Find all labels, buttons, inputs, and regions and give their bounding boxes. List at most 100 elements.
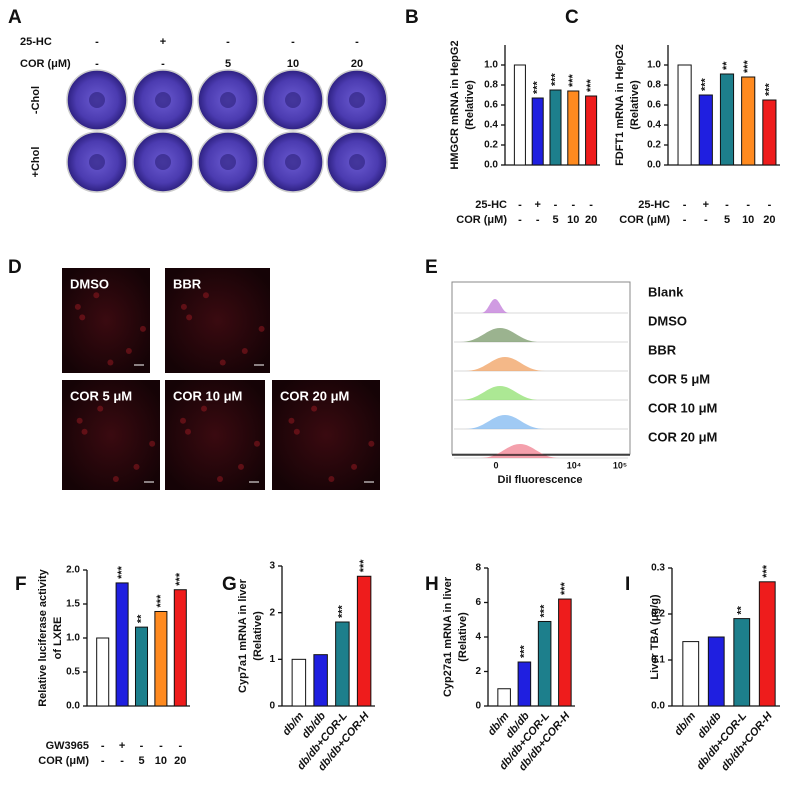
well-center	[220, 154, 236, 170]
well-center	[155, 92, 171, 108]
panel-letter: E	[425, 257, 438, 278]
y-axis-label: Liver TBA (μg/g)	[649, 594, 661, 679]
significance: ***	[155, 594, 167, 608]
y-tick-label: 0.4	[647, 120, 661, 131]
y-tick-label: 1.0	[647, 60, 661, 71]
x-tick-label: db/m	[672, 710, 698, 738]
micrograph-label: COR 5 μM	[70, 388, 132, 403]
micrograph	[272, 380, 380, 490]
significance: ***	[174, 572, 186, 586]
cell-spot	[185, 428, 191, 435]
y-tick-label: 0.5	[66, 667, 80, 678]
row-value: 5	[552, 214, 558, 226]
significance: ***	[336, 604, 348, 618]
well-center	[89, 154, 105, 170]
bar	[537, 620, 552, 707]
row-value: -	[140, 740, 144, 752]
y-tick-label: 0.0	[647, 160, 661, 171]
row-value: 10	[567, 214, 579, 226]
bar	[134, 626, 149, 707]
significance: ***	[518, 644, 530, 658]
cell-spot	[241, 347, 248, 354]
row-value: +	[703, 199, 709, 211]
cell-spot	[293, 428, 300, 435]
bar	[741, 76, 756, 166]
row-value: -	[226, 36, 230, 48]
significance: ***	[559, 581, 571, 595]
cell-spot	[217, 476, 223, 482]
micrograph	[62, 268, 150, 373]
cell-spot	[186, 314, 193, 321]
bar	[356, 575, 372, 707]
row-value: -	[161, 58, 165, 70]
histogram	[465, 415, 545, 429]
flow-xlabel: DiI fluorescence	[498, 474, 583, 486]
panel-letter: B	[405, 7, 419, 28]
row-value: -	[768, 199, 772, 211]
row-value: -	[571, 199, 575, 211]
panel-letter: D	[8, 257, 22, 278]
significance: ***	[549, 72, 561, 86]
y-tick-label: 0.6	[647, 100, 661, 111]
bar	[558, 598, 572, 707]
bar	[313, 654, 328, 707]
y-tick-label: 0.8	[647, 80, 661, 91]
panel-letter: H	[425, 574, 439, 595]
cell-spot	[254, 440, 260, 447]
significance: ***	[700, 77, 712, 91]
bar	[758, 581, 776, 707]
cell-spot	[351, 463, 358, 470]
side-label: +Chol	[30, 147, 42, 178]
flow-tick: 10⁴	[567, 460, 581, 470]
well-center	[89, 92, 105, 108]
micrograph	[165, 380, 265, 490]
bar	[96, 637, 110, 707]
row-value: -	[554, 199, 558, 211]
row-value: -	[95, 58, 99, 70]
y-tick-label: 0.0	[651, 701, 665, 712]
row-value: 5	[724, 214, 730, 226]
significance: **	[135, 614, 147, 623]
y-axis-label: FDFT1 mRNA in HepG2	[614, 44, 626, 166]
y-axis-label: of LXRE	[52, 617, 64, 660]
cell-spot	[112, 476, 119, 482]
bar	[733, 618, 751, 707]
bar	[513, 64, 526, 166]
row-label: 25-HC	[638, 199, 670, 211]
row-label: COR (μM)	[38, 755, 89, 767]
side-label: -Chol	[30, 86, 42, 114]
y-tick-label: 0.0	[484, 160, 498, 171]
row-label: 25-HC	[20, 36, 52, 48]
flow-label: COR 20 μM	[648, 429, 717, 444]
row-value: -	[95, 36, 99, 48]
flow-tick: 0	[493, 460, 498, 470]
row-value: 10	[155, 755, 167, 767]
well-center	[285, 92, 301, 108]
bar	[517, 661, 532, 707]
bar	[291, 658, 307, 707]
micrograph-label: COR 10 μM	[173, 388, 242, 403]
panel-letter: C	[565, 7, 579, 28]
row-value: -	[518, 214, 522, 226]
significance: ***	[539, 604, 551, 618]
cell-spot	[79, 314, 86, 321]
y-tick-label: 0.8	[484, 80, 498, 91]
cell-spot	[258, 325, 265, 332]
row-value: -	[704, 214, 708, 226]
y-tick-label: 0.6	[484, 100, 498, 111]
y-tick-label: 8	[475, 563, 481, 574]
flow-label: DMSO	[648, 313, 687, 328]
row-value: -	[101, 740, 105, 752]
histogram	[460, 328, 540, 342]
y-tick-label: 0.0	[66, 701, 80, 712]
cell-spot	[219, 359, 226, 366]
row-value: 20	[763, 214, 775, 226]
well-center	[220, 92, 236, 108]
cell-spot	[97, 405, 104, 412]
histogram	[481, 299, 509, 313]
row-value: -	[536, 214, 540, 226]
bar	[682, 641, 700, 707]
row-value: -	[178, 740, 182, 752]
significance: ***	[763, 82, 775, 96]
